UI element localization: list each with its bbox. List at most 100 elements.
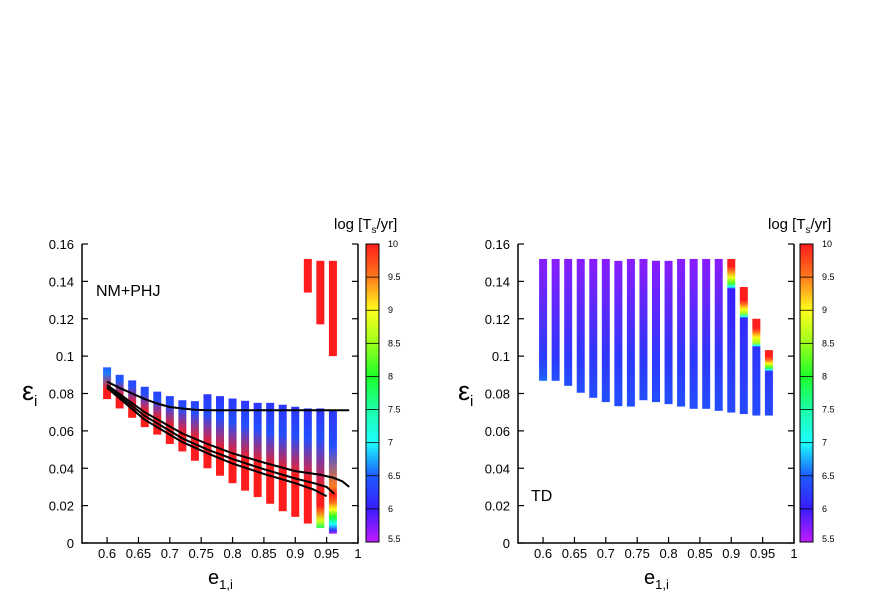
colorbar-tick-label: 9 <box>822 305 827 315</box>
bar-e-0.82 <box>677 258 686 407</box>
y-axis-label-sub: i <box>34 393 37 410</box>
colorbar-tick-label: 7.5 <box>822 405 835 415</box>
colorbar-ramp <box>365 243 380 543</box>
bar-e-0.64 <box>564 258 573 386</box>
bar-e-0.92 <box>303 258 312 293</box>
x-tick-label: 0.75 <box>189 546 214 561</box>
bar-e-0.76 <box>203 394 212 469</box>
colorbar-tick-label: 8.5 <box>822 338 835 348</box>
bar-e-0.68 <box>153 391 162 435</box>
bar-e-0.74 <box>190 401 199 461</box>
colorbar-tick-label: 7.5 <box>388 405 401 415</box>
bar-e-0.68 <box>589 258 598 398</box>
colorbar-ramp <box>799 243 814 543</box>
y-tick-label: 0.14 <box>485 274 510 289</box>
y-tick-label: 0.16 <box>485 237 510 252</box>
x-tick-label: 0.9 <box>286 546 304 561</box>
colorbar-tick-label: 6 <box>822 504 827 514</box>
x-tick-label: 0.85 <box>251 546 276 561</box>
colorbar-tick-label: 8 <box>388 371 393 381</box>
x-tick-label: 0.6 <box>534 546 552 561</box>
y-tick-label: 0.12 <box>49 312 74 327</box>
x-tick-label: 0.8 <box>660 546 678 561</box>
colorbar-tick-label: 8.5 <box>388 338 401 348</box>
bar-e-0.82 <box>241 400 250 491</box>
y-tick-label: 0.02 <box>49 499 74 514</box>
colorbar-tick-label: 5.5 <box>388 534 401 544</box>
colorbar-tick-label: 9 <box>388 305 393 315</box>
colorbar-tick-label: 10 <box>388 239 398 249</box>
bar-e-0.94 <box>316 260 325 325</box>
bar-e-0.66 <box>140 386 149 428</box>
y-tick-label: 0 <box>67 536 74 551</box>
x-axis-label-sub: 1,i <box>655 577 669 592</box>
colorbar-label: log [Ts/yr] <box>768 216 831 236</box>
bar-e-0.86 <box>266 402 275 504</box>
bar-e-0.62 <box>115 374 124 409</box>
y-tick-label: 0.16 <box>49 237 74 252</box>
panel-nm-phj: 0 0.02 0.04 0.06 0.08 0.1 0.12 0.14 0.16 0.6 0.65 0… <box>22 216 401 592</box>
panel-label: NM+PHJ <box>96 283 160 300</box>
bar-e-0.6 <box>539 258 548 381</box>
x-tick-label: 0.6 <box>98 546 116 561</box>
y-tick-label: 0.06 <box>485 424 510 439</box>
y-tick-label: 0 <box>503 536 510 551</box>
bar-e-0.62 <box>551 258 560 381</box>
curve-1 <box>106 384 350 488</box>
colorbar-label: log [Ts/yr] <box>334 216 397 236</box>
bar-e-0.76 <box>639 258 648 401</box>
curve-3 <box>106 387 328 498</box>
bar-e-0.94 <box>752 318 761 416</box>
bar-e-0.6 <box>103 367 112 400</box>
bar-e-0.94 <box>316 408 325 529</box>
colorbar: 5.5 6 6.5 7 7.5 8 8.5 9 9.5 10 log [Ts/yr] <box>768 216 835 544</box>
y-axis-label: εi <box>458 376 473 410</box>
colorbar-label-sub: s <box>372 225 377 236</box>
bar-e-0.78 <box>652 260 660 403</box>
bar-e-0.84 <box>689 258 698 409</box>
x-axis-label: e1,i <box>644 567 669 592</box>
y-tick-label: 0.04 <box>485 461 510 476</box>
x-axis-label: e1,i <box>208 567 233 592</box>
bar-e-0.72 <box>178 400 187 452</box>
bar-e-0.84 <box>253 402 262 498</box>
colorbar-tick-label: 10 <box>822 239 832 249</box>
colorbar-label-suffix: /yr] <box>811 216 832 233</box>
panel-label: TD <box>531 488 552 505</box>
curve-2 <box>106 385 335 495</box>
x-tick-label: 0.75 <box>625 546 650 561</box>
bar-e-0.72 <box>614 260 623 407</box>
x-tick-label: 0.8 <box>224 546 242 561</box>
x-tick-label: 0.9 <box>722 546 740 561</box>
bar-e-0.92 <box>739 286 748 415</box>
x-tick-label: 0.95 <box>750 546 775 561</box>
bar-e-0.8 <box>664 260 673 405</box>
bar-e-0.86 <box>702 258 711 409</box>
y-tick-label: 0.08 <box>485 387 510 402</box>
x-tick-label: 0.95 <box>314 546 339 561</box>
colorbar-tick-label: 6 <box>388 504 393 514</box>
bar-e-0.66 <box>576 258 585 393</box>
colorbar-tick-label: 6.5 <box>822 471 835 481</box>
colorbar-tick-label: 9.5 <box>388 272 401 282</box>
x-tick-label: 0.65 <box>126 546 151 561</box>
y-tick-label: 0.1 <box>56 349 74 364</box>
y-tick-label: 0.1 <box>492 349 510 364</box>
y-axis-label: εi <box>22 376 37 410</box>
bar-e-0.9 <box>291 406 300 517</box>
curve-0 <box>106 380 350 412</box>
bar-e-0.8 <box>228 398 237 484</box>
x-axis-label-sub: 1,i <box>219 577 233 592</box>
x-tick-label: 1 <box>790 546 797 561</box>
y-axis-label-sub: i <box>470 393 473 410</box>
bar-e-0.9 <box>727 258 736 413</box>
bar-e-0.7 <box>165 396 174 444</box>
colorbar-label-sub: s <box>806 225 811 236</box>
colorbar-label-prefix: log [T <box>334 216 372 233</box>
colorbar-tick-label: 7 <box>388 438 393 448</box>
bar-e-0.7 <box>601 258 610 403</box>
y-tick-label: 0.08 <box>49 387 74 402</box>
bar-e-0.96 <box>764 350 773 416</box>
bar-e-0.96 <box>328 260 337 357</box>
